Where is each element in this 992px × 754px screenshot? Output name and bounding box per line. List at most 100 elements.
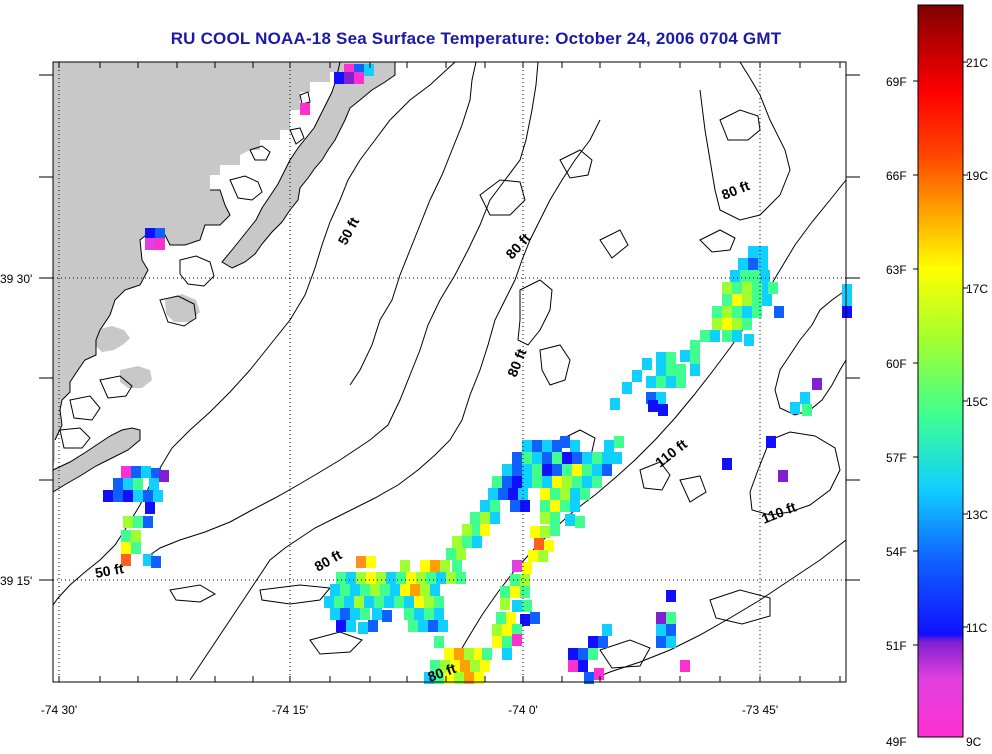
sst-pixel xyxy=(510,500,520,512)
colorbar-ticks xyxy=(913,61,968,646)
sst-pixel xyxy=(149,478,159,490)
sst-pixel xyxy=(534,538,544,550)
sst-pixel xyxy=(382,610,392,622)
sst-pixel xyxy=(496,612,506,624)
sst-pixel xyxy=(460,660,470,672)
colorbar-f-label: 49F xyxy=(886,735,907,749)
colorbar-f-label: 63F xyxy=(886,263,907,277)
sst-pixel xyxy=(762,294,772,306)
sst-pixel xyxy=(358,622,368,634)
colorbar-c-label: 11C xyxy=(966,621,987,635)
sst-pixel xyxy=(676,376,686,388)
sst-pixel xyxy=(436,572,446,584)
sst-pixel xyxy=(131,542,141,554)
graticule xyxy=(53,62,846,682)
sst-pixel xyxy=(666,624,676,636)
sst-pixel xyxy=(153,490,163,502)
sst-pixel xyxy=(103,490,113,502)
sst-pixel xyxy=(748,246,758,258)
sst-pixel xyxy=(366,572,376,584)
sst-pixel xyxy=(550,524,560,536)
sst-pixel xyxy=(470,512,480,524)
sst-pixel xyxy=(502,636,512,648)
sst-pixel xyxy=(498,488,508,500)
sst-pixel xyxy=(752,282,762,294)
sst-pixel xyxy=(666,636,676,648)
sst-pixel xyxy=(346,620,356,632)
sst-pixel xyxy=(732,306,742,318)
sst-pixel xyxy=(542,440,552,452)
sst-pixel xyxy=(386,572,396,584)
sst-pixel xyxy=(778,470,788,482)
colorbar-c-label: 17C xyxy=(966,282,988,296)
sst-pixel xyxy=(538,550,548,562)
sst-pixel xyxy=(334,72,344,84)
sst-pixel xyxy=(470,660,480,672)
sst-pixel xyxy=(732,318,742,330)
sst-pixel xyxy=(354,64,364,76)
sst-pixel xyxy=(356,572,366,584)
sst-pixel xyxy=(506,612,516,624)
sst-pixel xyxy=(410,584,420,596)
sst-pixel xyxy=(588,636,598,648)
sst-pixel xyxy=(428,620,438,632)
sst-pixel xyxy=(336,572,346,584)
sst-pixel xyxy=(480,660,490,672)
sst-pixel xyxy=(560,488,570,500)
sst-pixel xyxy=(340,608,350,620)
sst-pixel xyxy=(570,440,580,452)
sst-pixel xyxy=(530,612,540,624)
sst-pixel xyxy=(656,392,666,404)
sst-pixel xyxy=(414,608,424,620)
sst-pixel xyxy=(666,376,676,388)
sst-pixel xyxy=(758,258,768,270)
sst-pixel xyxy=(580,488,590,500)
sst-pixel xyxy=(131,530,141,542)
sst-pixel xyxy=(656,376,666,388)
sst-pixel xyxy=(592,464,602,476)
sst-pixel xyxy=(344,72,354,84)
sst-pixel xyxy=(121,554,131,566)
sst-pixel xyxy=(758,246,768,258)
sst-pixel xyxy=(340,584,350,596)
sst-pixel xyxy=(748,258,758,270)
sst-pixel xyxy=(502,464,512,476)
sst-pixel xyxy=(722,306,732,318)
sst-pixel xyxy=(722,318,732,330)
sst-pixel xyxy=(406,572,416,584)
sst-pixel xyxy=(690,340,700,352)
sst-pixel xyxy=(766,436,776,448)
sst-pixel xyxy=(592,476,602,488)
sst-pixel xyxy=(532,464,542,476)
sst-pixel xyxy=(572,476,582,488)
sst-pixel xyxy=(354,596,364,608)
colorbar-f-label: 60F xyxy=(886,357,907,371)
sst-pixel xyxy=(752,306,762,318)
sst-pixel xyxy=(121,530,131,542)
sst-pixel xyxy=(604,440,614,452)
sst-pixel xyxy=(532,440,542,452)
sst-pixel xyxy=(750,270,760,282)
sst-pixel xyxy=(500,586,510,598)
sst-pixel xyxy=(732,294,742,306)
sst-pixel xyxy=(452,536,462,548)
sst-pixel xyxy=(424,596,434,608)
sst-pixel xyxy=(133,478,143,490)
sst-pixel xyxy=(414,596,424,608)
sst-pixel xyxy=(123,516,133,528)
axis-ticks xyxy=(39,62,860,682)
sst-pixel xyxy=(418,620,428,632)
sst-pixel xyxy=(562,476,572,488)
sst-pixel xyxy=(738,258,748,270)
sst-pixel xyxy=(490,512,500,524)
sst-pixel xyxy=(123,478,133,490)
sst-pixel xyxy=(324,596,334,608)
sst-pixel xyxy=(722,282,732,294)
sst-pixel xyxy=(376,572,386,584)
sst-pixel xyxy=(790,402,800,414)
sst-pixel xyxy=(438,620,448,632)
sst-pixel xyxy=(842,284,852,296)
sst-pixel xyxy=(594,668,604,680)
sst-pixel xyxy=(444,648,454,660)
sst-pixel xyxy=(522,452,532,464)
